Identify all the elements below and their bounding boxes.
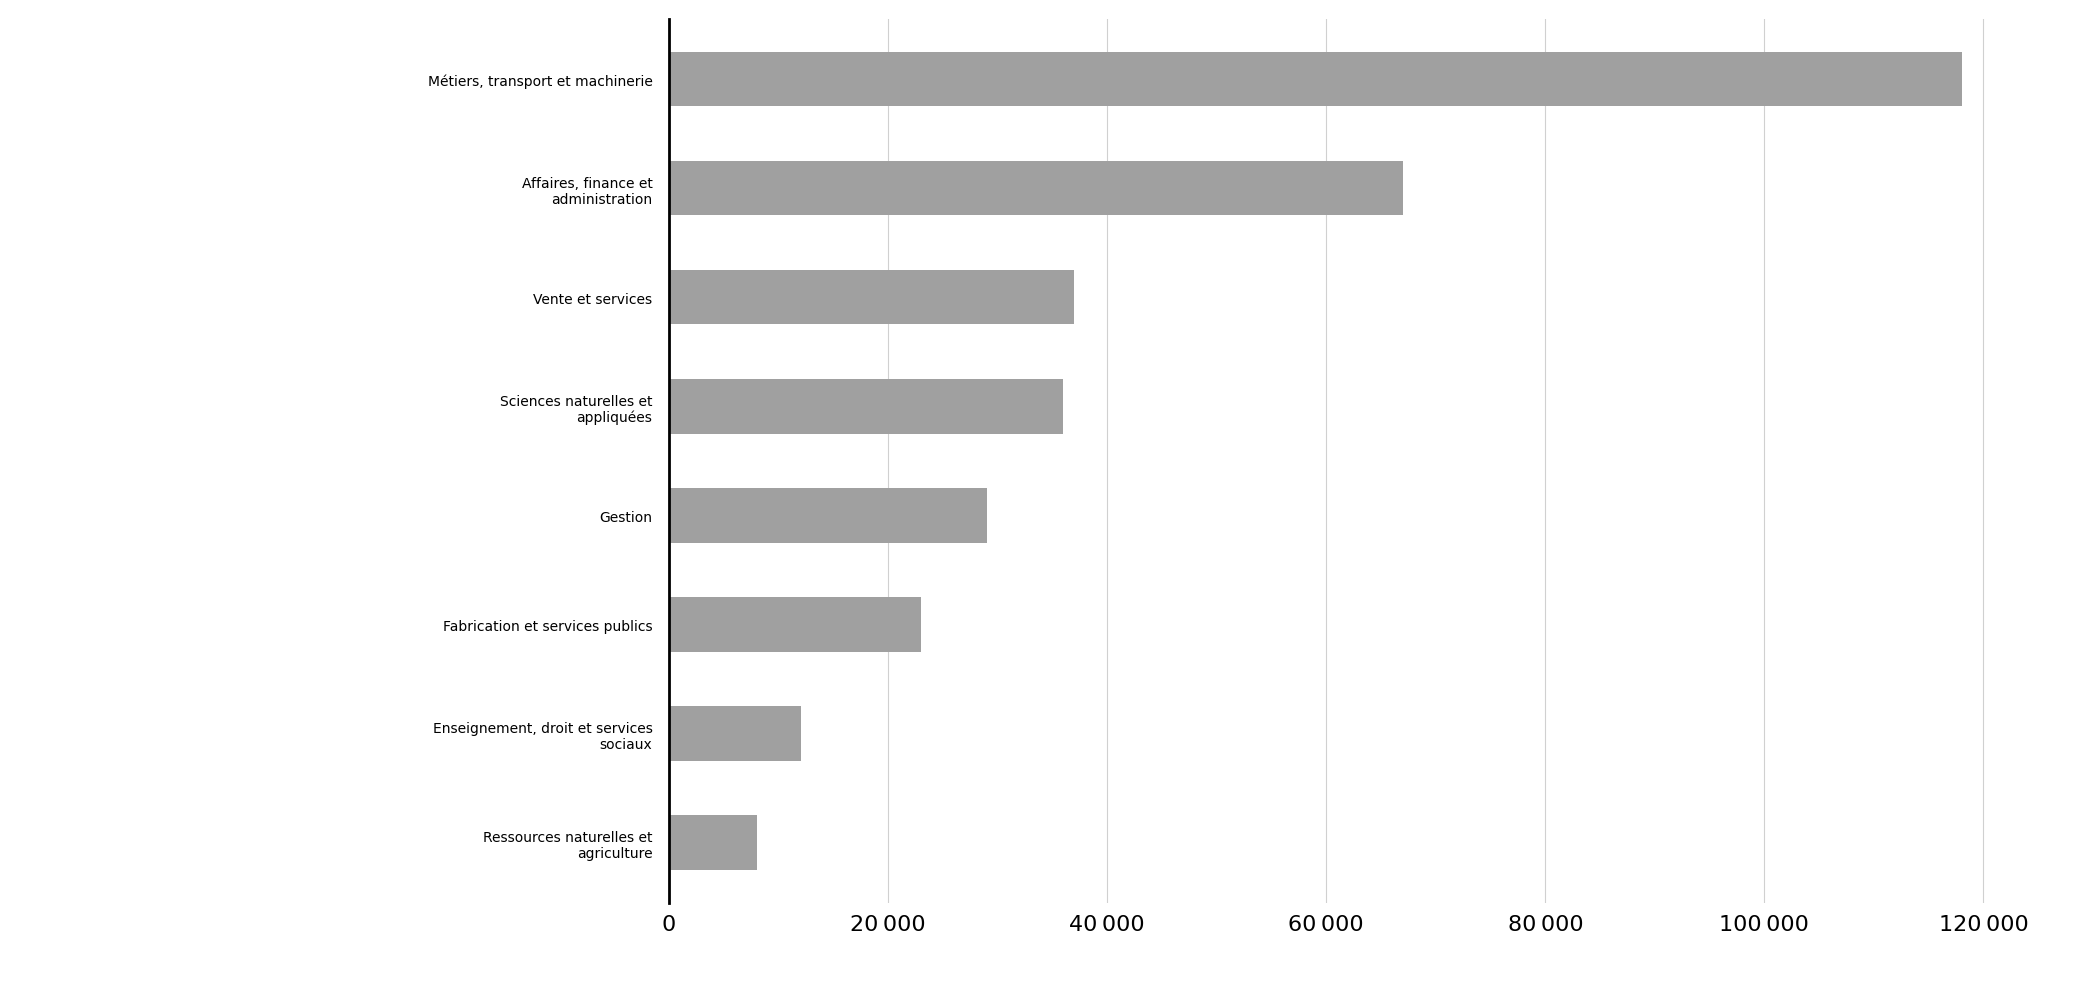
Bar <box>669 53 1961 107</box>
Bar <box>669 815 757 870</box>
Bar <box>669 598 920 652</box>
Bar <box>669 161 1403 217</box>
Bar <box>669 488 987 543</box>
Bar <box>669 380 1064 434</box>
Bar <box>669 271 1075 325</box>
Bar <box>669 706 801 761</box>
